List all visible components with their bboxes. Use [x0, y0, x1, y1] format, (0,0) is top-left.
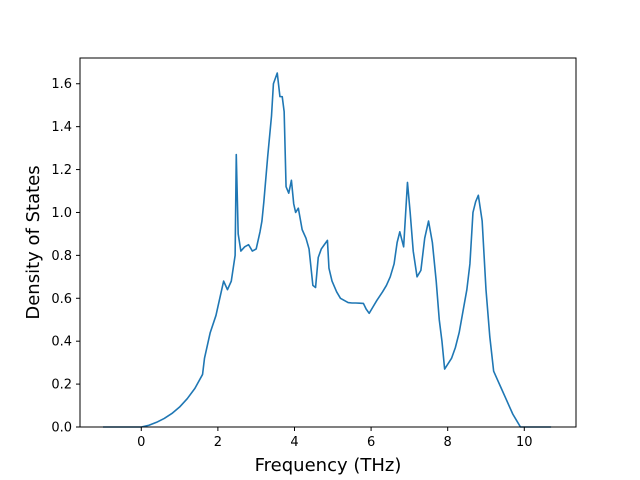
y-tick-label: 0.8	[51, 249, 72, 264]
x-tick-label: 10	[516, 435, 533, 450]
x-tick-label: 0	[137, 435, 145, 450]
series-line-0	[102, 72, 552, 428]
y-axis-label: Density of States	[23, 165, 44, 319]
x-tick-label: 6	[367, 435, 375, 450]
y-tick-label: 1.2	[51, 163, 72, 178]
x-tick-label: 4	[290, 435, 298, 450]
axes-frame	[79, 57, 577, 428]
y-tick-label: 0.6	[51, 292, 72, 307]
y-tick-label: 1.0	[51, 206, 72, 221]
y-tick-label: 0.2	[51, 378, 72, 393]
x-tick-label: 8	[444, 435, 452, 450]
y-tick-label: 1.6	[51, 77, 72, 92]
plot-area	[102, 72, 552, 428]
y-tick-label: 1.4	[51, 120, 72, 135]
y-tick-label: 0.4	[51, 335, 72, 350]
x-tick-label: 2	[214, 435, 222, 450]
y-tick-label: 0.0	[51, 421, 72, 436]
x-axis: 0 2 4 6 8 10	[137, 427, 533, 450]
x-axis-label: Frequency (THz)	[255, 455, 402, 476]
y-axis: 0.0 0.2 0.4 0.6 0.8 1.0 1.2 1.4 1.6	[51, 77, 80, 436]
